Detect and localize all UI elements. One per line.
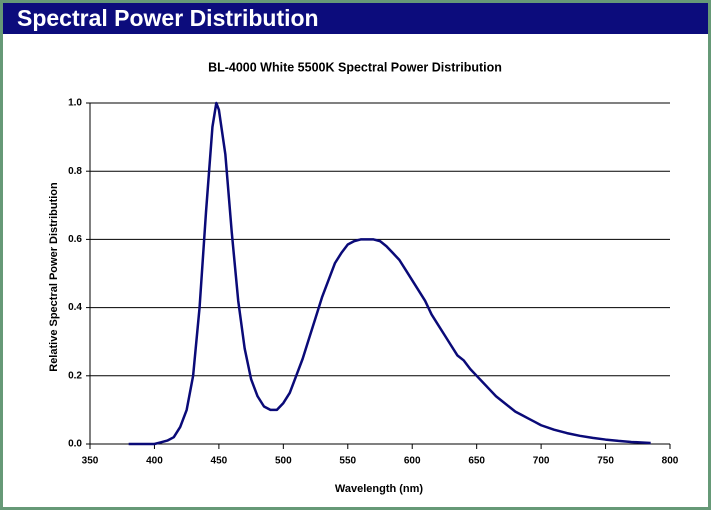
chart: BL-4000 White 5500K Spectral Power Distr… <box>48 60 679 495</box>
x-tick-label: 800 <box>662 456 679 467</box>
x-tick-label: 400 <box>146 456 163 467</box>
x-tick-label: 350 <box>82 456 99 467</box>
x-tick-label: 500 <box>275 456 292 467</box>
header-title: Spectral Power Distribution <box>3 3 708 34</box>
y-tick-label: 0.6 <box>68 234 82 245</box>
y-tick-label: 1.0 <box>68 98 82 109</box>
y-tick-label: 0.2 <box>68 370 82 381</box>
data-line <box>128 101 651 446</box>
x-tick-label: 550 <box>339 456 356 467</box>
x-tick-label: 750 <box>597 456 614 467</box>
x-tick-label: 450 <box>211 456 228 467</box>
x-tick-label: 700 <box>533 456 550 467</box>
y-axis-label: Relative Spectral Power Distribution <box>48 182 60 372</box>
y-tick-label: 0.8 <box>68 166 82 177</box>
y-tick-label: 0.4 <box>68 302 82 313</box>
y-tick-label: 0.0 <box>68 439 82 450</box>
x-tick-label: 650 <box>468 456 485 467</box>
x-axis-label: Wavelength (nm) <box>335 483 424 495</box>
x-tick-label: 600 <box>404 456 421 467</box>
chart-title: BL-4000 White 5500K Spectral Power Distr… <box>208 60 502 74</box>
